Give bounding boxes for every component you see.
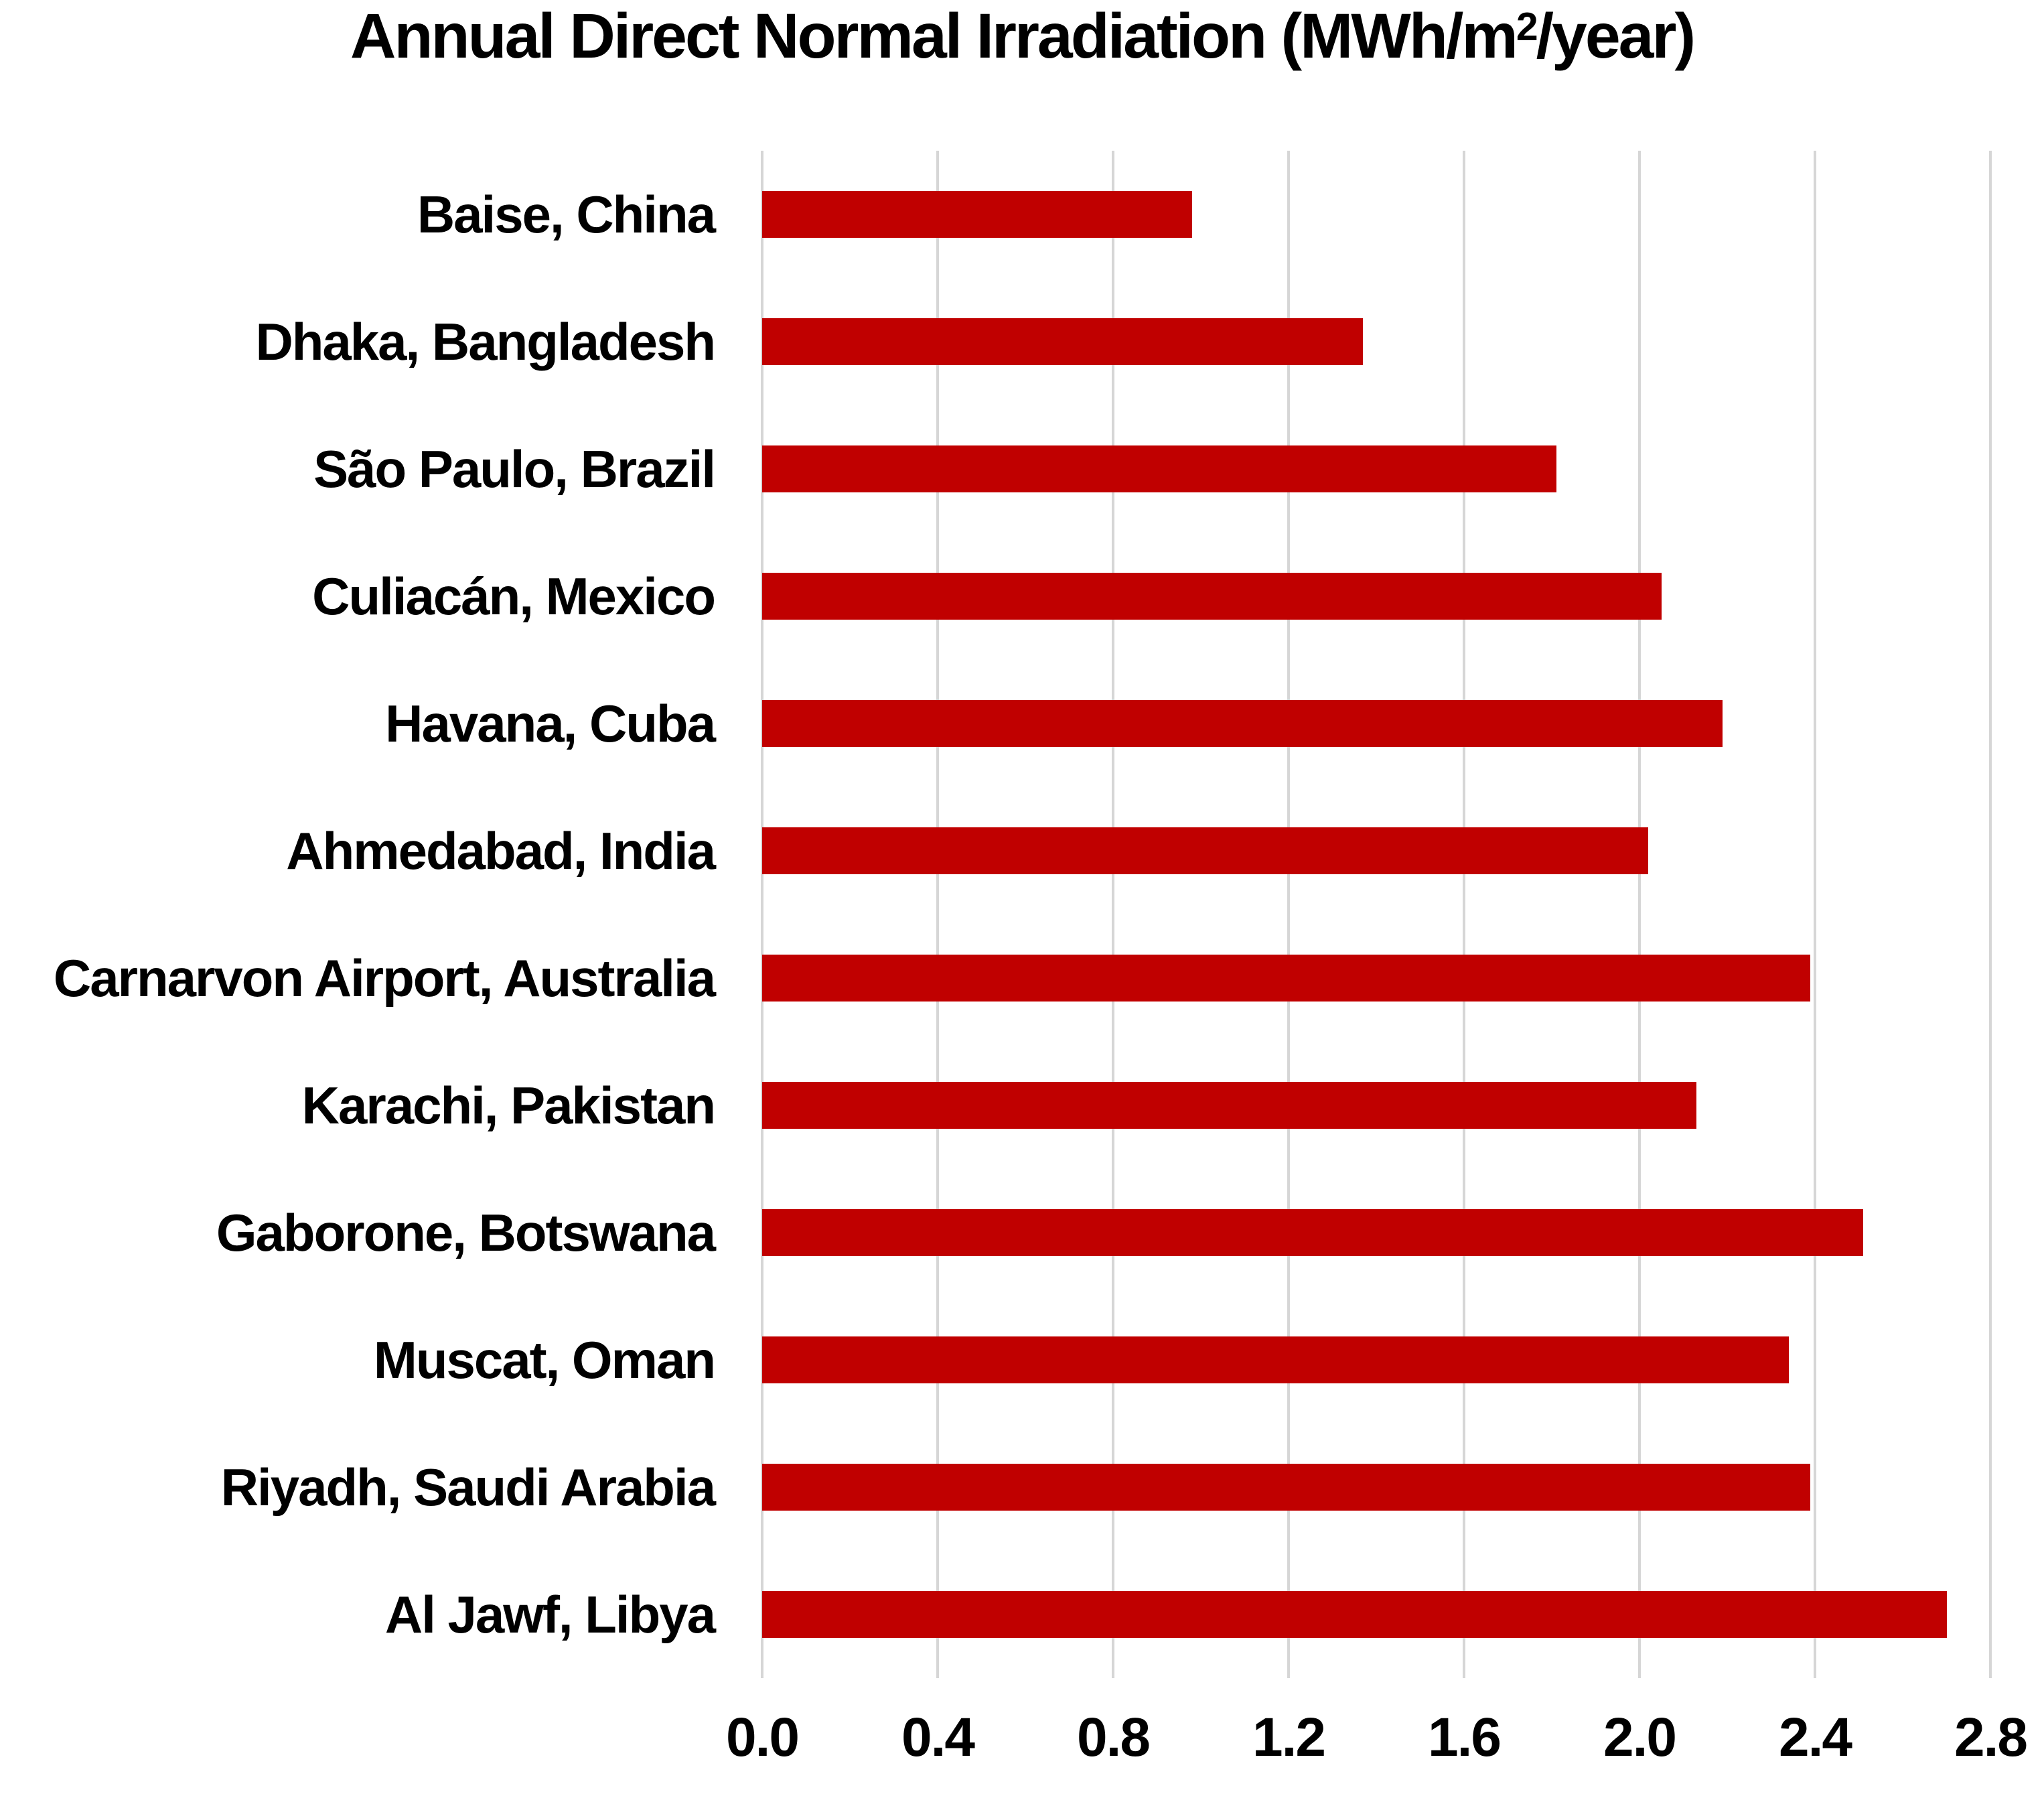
gridline-1.2 — [1287, 151, 1290, 1678]
x-tick-label: 2.4 — [1779, 1707, 1852, 1768]
gridline-2.0 — [1638, 151, 1641, 1678]
bar-row — [762, 787, 1990, 914]
bar — [762, 318, 1364, 365]
x-tick-label: 2.8 — [1954, 1707, 2028, 1768]
value-axis: 0.0 0.4 0.8 1.2 1.6 2.0 2.4 2.8 — [726, 1678, 2028, 1792]
bar-row — [762, 1169, 1990, 1296]
gridline-0.4 — [936, 151, 939, 1678]
bar — [762, 1082, 1697, 1129]
x-tick-label: 0.0 — [726, 1707, 800, 1768]
x-tick-label: 0.4 — [901, 1707, 975, 1768]
bar-row — [762, 533, 1990, 660]
bar-row — [762, 1296, 1990, 1424]
bar-row — [762, 1551, 1990, 1678]
category-label: Carnarvon Airport, Australia — [53, 948, 716, 1008]
bar — [762, 827, 1649, 874]
category-axis: Baise, China Dhaka, Bangladesh São Paulo, … — [0, 151, 716, 1678]
category-label: Havana, Cuba — [385, 693, 716, 753]
x-tick-label: 1.2 — [1252, 1707, 1326, 1768]
bar-row — [762, 278, 1990, 405]
bar — [762, 191, 1192, 238]
gridline-0.0 — [761, 151, 763, 1678]
bar-row — [762, 914, 1990, 1042]
gridline-2.8 — [1989, 151, 1992, 1678]
bar — [762, 700, 1723, 747]
bar-row — [762, 660, 1990, 787]
x-tick-label: 2.0 — [1603, 1707, 1677, 1768]
category-label: Al Jawf, Libya — [384, 1584, 716, 1644]
bar — [762, 955, 1811, 1002]
bar — [762, 1209, 1864, 1256]
x-tick-label: 0.8 — [1077, 1707, 1151, 1768]
category-label: Dhaka, Bangladesh — [255, 312, 716, 371]
plot-area — [761, 151, 1992, 1678]
chart-title-suffix: /year) — [1536, 1, 1696, 72]
bar — [762, 1464, 1811, 1511]
category-label: Ahmedabad, India — [286, 821, 716, 880]
chart-title: Annual Direct Normal Irradiation (MWh/m2… — [0, 0, 2044, 73]
category-label: São Paulo, Brazil — [313, 439, 716, 498]
bar — [762, 445, 1556, 492]
x-tick-label: 1.6 — [1428, 1707, 1502, 1768]
bar-row — [762, 1424, 1990, 1551]
category-label: Culiacán, Mexico — [312, 566, 716, 626]
bar-row — [762, 1042, 1990, 1169]
category-label: Gaborone, Botswana — [216, 1202, 716, 1262]
bar-row — [762, 405, 1990, 533]
chart-title-superscript: 2 — [1516, 5, 1538, 49]
category-label: Muscat, Oman — [373, 1330, 716, 1389]
bar-row — [762, 151, 1990, 278]
category-label: Riyadh, Saudi Arabia — [220, 1457, 716, 1517]
gridline-0.8 — [1112, 151, 1114, 1678]
bar — [762, 1336, 1789, 1383]
bar — [762, 573, 1662, 620]
category-label: Baise, China — [417, 184, 716, 244]
bar — [762, 1591, 1947, 1638]
category-label: Karachi, Pakistan — [301, 1075, 716, 1135]
chart-title-prefix: Annual Direct Normal Irradiation (MWh/m — [350, 1, 1518, 72]
gridline-1.6 — [1463, 151, 1465, 1678]
gridline-2.4 — [1814, 151, 1816, 1678]
